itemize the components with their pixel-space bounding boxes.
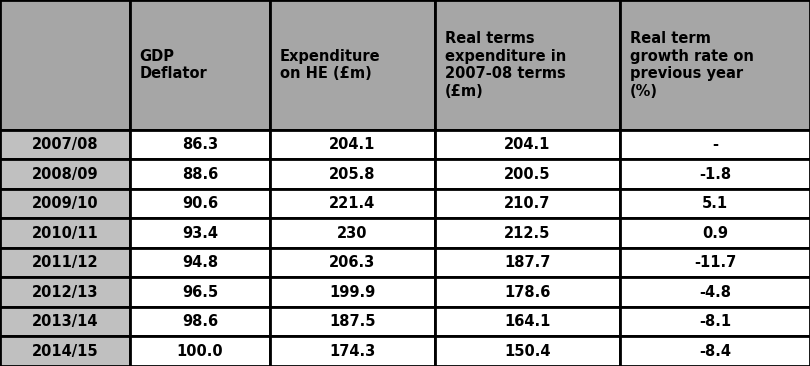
- Bar: [270, 130, 435, 160]
- Bar: [620, 307, 810, 336]
- Text: 204.1: 204.1: [330, 137, 376, 152]
- Text: 230: 230: [337, 226, 368, 241]
- Text: 221.4: 221.4: [330, 196, 376, 211]
- Text: 164.1: 164.1: [505, 314, 551, 329]
- Bar: [0, 248, 130, 277]
- Text: 2008/09: 2008/09: [32, 167, 98, 182]
- Text: 88.6: 88.6: [182, 167, 218, 182]
- Bar: [435, 160, 620, 189]
- Text: 204.1: 204.1: [505, 137, 551, 152]
- Bar: [130, 0, 270, 130]
- Bar: [0, 277, 130, 307]
- Bar: [435, 0, 620, 130]
- Bar: [130, 189, 270, 219]
- Text: 94.8: 94.8: [182, 255, 218, 270]
- Bar: [435, 130, 620, 160]
- Text: -8.4: -8.4: [699, 344, 731, 359]
- Bar: [130, 248, 270, 277]
- Text: -4.8: -4.8: [699, 285, 731, 300]
- Bar: [270, 0, 435, 130]
- Bar: [620, 189, 810, 219]
- Text: Expenditure
on HE (£m): Expenditure on HE (£m): [279, 49, 381, 81]
- Text: -1.8: -1.8: [699, 167, 731, 182]
- Bar: [435, 219, 620, 248]
- Bar: [270, 336, 435, 366]
- Text: 150.4: 150.4: [505, 344, 551, 359]
- Bar: [435, 248, 620, 277]
- Text: 187.7: 187.7: [505, 255, 551, 270]
- Text: 2010/11: 2010/11: [32, 226, 98, 241]
- Text: 98.6: 98.6: [182, 314, 218, 329]
- Text: 174.3: 174.3: [330, 344, 376, 359]
- Text: 2011/12: 2011/12: [32, 255, 98, 270]
- Text: 93.4: 93.4: [182, 226, 218, 241]
- Text: 210.7: 210.7: [505, 196, 551, 211]
- Bar: [435, 189, 620, 219]
- Text: 2009/10: 2009/10: [32, 196, 98, 211]
- Bar: [620, 219, 810, 248]
- Bar: [620, 336, 810, 366]
- Bar: [435, 336, 620, 366]
- Bar: [270, 189, 435, 219]
- Bar: [130, 277, 270, 307]
- Text: 2013/14: 2013/14: [32, 314, 98, 329]
- Text: 5.1: 5.1: [702, 196, 728, 211]
- Text: 206.3: 206.3: [330, 255, 376, 270]
- Text: -: -: [712, 137, 718, 152]
- Bar: [270, 160, 435, 189]
- Bar: [620, 160, 810, 189]
- Bar: [270, 277, 435, 307]
- Text: 0.9: 0.9: [702, 226, 728, 241]
- Text: 100.0: 100.0: [177, 344, 224, 359]
- Bar: [0, 307, 130, 336]
- Bar: [270, 219, 435, 248]
- Text: 212.5: 212.5: [505, 226, 551, 241]
- Bar: [620, 130, 810, 160]
- Bar: [620, 277, 810, 307]
- Text: 187.5: 187.5: [329, 314, 376, 329]
- Text: -8.1: -8.1: [699, 314, 731, 329]
- Text: 90.6: 90.6: [182, 196, 218, 211]
- Text: 2007/08: 2007/08: [32, 137, 98, 152]
- Bar: [0, 0, 130, 130]
- Bar: [0, 219, 130, 248]
- Text: 86.3: 86.3: [182, 137, 218, 152]
- Text: 199.9: 199.9: [330, 285, 376, 300]
- Bar: [0, 130, 130, 160]
- Text: Real term
growth rate on
previous year
(%): Real term growth rate on previous year (…: [629, 31, 753, 98]
- Bar: [130, 307, 270, 336]
- Bar: [435, 307, 620, 336]
- Text: 178.6: 178.6: [505, 285, 551, 300]
- Bar: [130, 130, 270, 160]
- Text: 2014/15: 2014/15: [32, 344, 98, 359]
- Text: 96.5: 96.5: [182, 285, 218, 300]
- Text: -11.7: -11.7: [694, 255, 736, 270]
- Bar: [130, 160, 270, 189]
- Text: 200.5: 200.5: [505, 167, 551, 182]
- Text: 205.8: 205.8: [329, 167, 376, 182]
- Text: Real terms
expenditure in
2007-08 terms
(£m): Real terms expenditure in 2007-08 terms …: [445, 31, 566, 98]
- Bar: [0, 160, 130, 189]
- Bar: [130, 219, 270, 248]
- Bar: [620, 248, 810, 277]
- Text: GDP
Deflator: GDP Deflator: [139, 49, 207, 81]
- Bar: [130, 336, 270, 366]
- Text: 2012/13: 2012/13: [32, 285, 98, 300]
- Bar: [270, 307, 435, 336]
- Bar: [435, 277, 620, 307]
- Bar: [270, 248, 435, 277]
- Bar: [620, 0, 810, 130]
- Bar: [0, 189, 130, 219]
- Bar: [0, 336, 130, 366]
